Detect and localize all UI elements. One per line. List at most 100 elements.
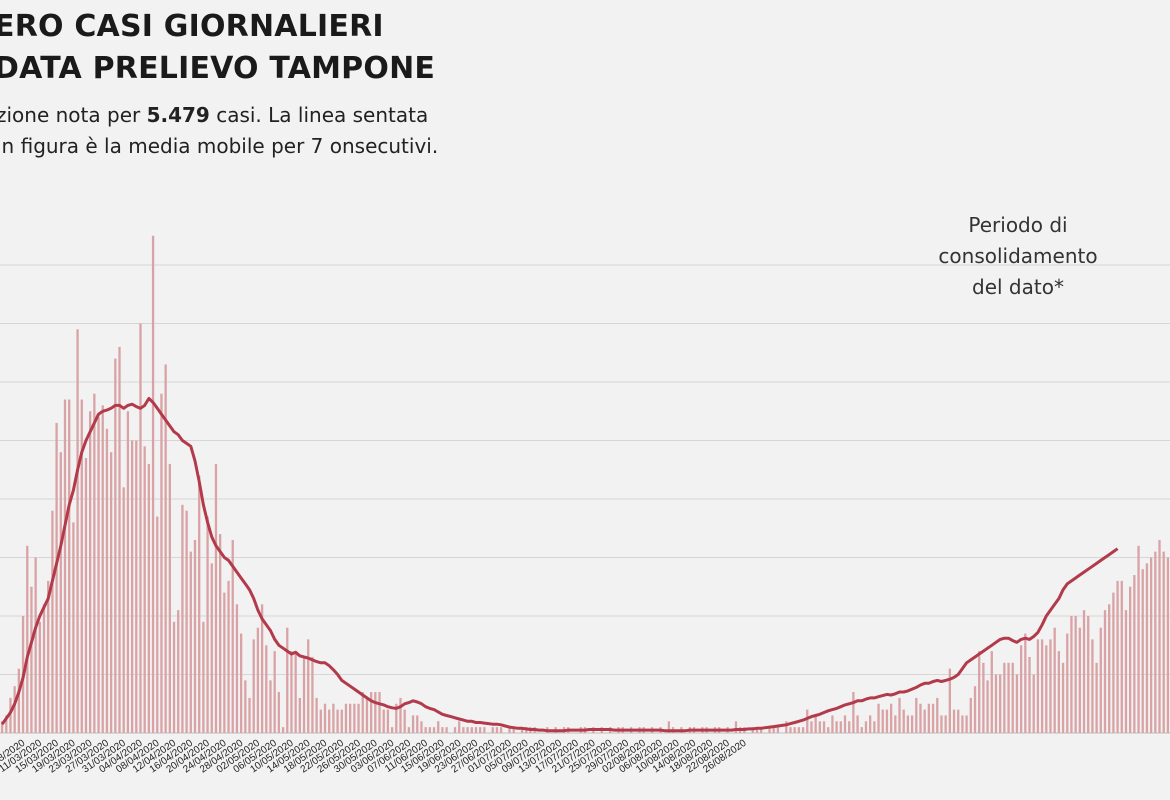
bar	[160, 393, 163, 733]
bar	[814, 715, 817, 733]
bar	[986, 680, 989, 733]
bar	[910, 715, 914, 733]
bar	[135, 440, 138, 733]
bar	[244, 680, 247, 733]
bar	[458, 721, 461, 733]
bar	[0, 721, 4, 733]
bar	[97, 417, 100, 733]
bar	[1158, 539, 1161, 733]
bar	[973, 686, 977, 733]
bar	[1116, 580, 1119, 733]
bar	[328, 709, 331, 733]
bar	[147, 463, 151, 733]
bar	[952, 709, 956, 733]
bar	[1095, 662, 1098, 733]
bar	[411, 715, 415, 733]
bar	[269, 680, 272, 733]
bar	[948, 668, 951, 733]
bar	[139, 323, 142, 733]
bar	[307, 639, 310, 733]
bar	[843, 715, 847, 733]
bar	[403, 709, 406, 733]
bar	[491, 727, 494, 733]
bar	[294, 651, 297, 733]
bar	[177, 610, 180, 733]
bar	[1108, 604, 1111, 733]
annotation-line1: Periodo di	[968, 213, 1068, 237]
bar	[915, 697, 918, 733]
bar	[198, 475, 201, 733]
bar	[181, 504, 184, 733]
bar	[93, 393, 96, 733]
bar	[114, 358, 117, 733]
bar	[453, 727, 457, 733]
bar	[273, 651, 276, 733]
bar	[231, 539, 234, 733]
bar	[889, 703, 893, 733]
bar	[298, 697, 301, 733]
bar	[38, 621, 41, 733]
bar	[931, 703, 935, 733]
bar	[390, 727, 394, 733]
bar	[26, 545, 29, 733]
bar	[248, 697, 251, 733]
bar	[101, 405, 104, 733]
bar	[1124, 610, 1128, 733]
bar	[437, 721, 440, 733]
bar	[1074, 616, 1077, 733]
bar	[1061, 662, 1065, 733]
bar	[9, 697, 12, 733]
bar	[852, 692, 855, 733]
chart-title-line2: DATA PRELIEVO TAMPONE	[0, 51, 436, 86]
bar	[1011, 662, 1014, 733]
bar	[512, 727, 515, 733]
bar	[1112, 592, 1115, 733]
bar	[789, 727, 792, 733]
bar	[369, 692, 373, 733]
bar	[353, 703, 356, 733]
bar	[1087, 616, 1090, 733]
bar	[1103, 610, 1107, 733]
bar	[940, 715, 943, 733]
bar	[185, 510, 188, 733]
bar	[927, 703, 931, 733]
bar	[1003, 662, 1006, 733]
bar	[55, 422, 58, 733]
bar	[801, 727, 805, 733]
bar	[189, 551, 192, 733]
bar	[1154, 551, 1157, 733]
bar	[302, 656, 306, 733]
bar	[5, 715, 8, 733]
bar	[256, 627, 260, 733]
bar	[357, 703, 360, 733]
bar	[122, 487, 125, 733]
bar	[1145, 563, 1149, 733]
chart-moving-average	[0, 396, 1119, 733]
bar	[193, 539, 197, 733]
bar	[76, 329, 79, 733]
bar	[277, 692, 281, 733]
bar	[164, 364, 167, 733]
bar	[1120, 580, 1123, 733]
subtitle-case-count: 5.479	[146, 103, 210, 127]
bar	[827, 727, 830, 733]
bar	[130, 440, 134, 733]
bar	[520, 727, 524, 733]
bar	[172, 621, 176, 733]
bar	[332, 703, 335, 733]
bar	[1066, 633, 1069, 733]
subtitle-text-start: zione nota per	[0, 103, 147, 127]
bar	[105, 428, 109, 733]
bar	[906, 715, 910, 733]
bar	[1028, 656, 1031, 733]
annotation-line2: consolidamento	[938, 244, 1098, 268]
bar	[260, 604, 264, 733]
bar	[34, 557, 37, 733]
bar	[944, 715, 947, 733]
chart-title-line1: ERO CASI GIORNALIERI	[0, 9, 384, 44]
bar	[835, 721, 838, 733]
bar	[1141, 569, 1144, 733]
bar	[1040, 639, 1044, 733]
bar	[768, 727, 771, 733]
bar	[961, 715, 964, 733]
